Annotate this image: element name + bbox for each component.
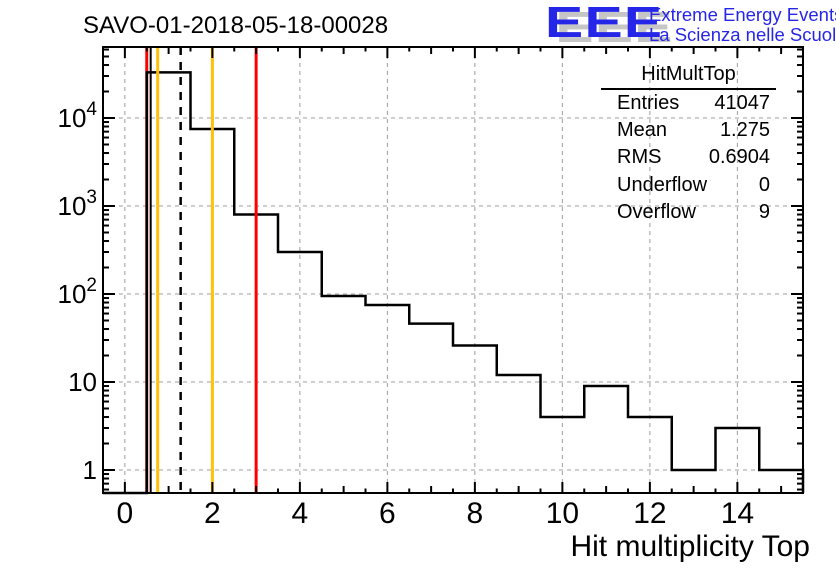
stats-label: Mean <box>617 119 668 142</box>
y-tick-label: 10 <box>68 367 97 397</box>
eee-logo-line2: La Scienza nelle Scuole <box>649 23 836 45</box>
stats-label: Underflow <box>617 173 708 196</box>
x-axis-title: Hit multiplicity Top <box>570 530 810 563</box>
x-tick-label: 0 <box>117 497 134 530</box>
x-tick-label: 6 <box>379 497 396 530</box>
stats-value: 0.6904 <box>708 146 770 169</box>
stats-value: 0 <box>758 173 770 196</box>
eee-logo-line1: Extreme Energy Events <box>649 4 836 25</box>
histogram-step <box>103 71 805 495</box>
stats-row-overflow: Overflow 9 <box>601 199 776 226</box>
x-tick-label: 4 <box>292 497 309 530</box>
x-tick-label: 12 <box>633 497 666 530</box>
eee-logo-caption: Extreme Energy Events La Scienza nelle S… <box>649 5 836 44</box>
stats-label: RMS <box>617 146 662 169</box>
eee-logo-text: EEE <box>545 0 664 47</box>
x-tick-label: 8 <box>467 497 484 530</box>
x-tick-label: 14 <box>721 497 754 530</box>
x-tick-label: 2 <box>204 497 221 530</box>
y-tick-label: 104 <box>58 99 98 133</box>
stats-value: 9 <box>758 200 770 223</box>
stats-row-rms: RMS 0.6904 <box>601 144 776 171</box>
stats-row-mean: Mean 1.275 <box>601 117 776 144</box>
stats-value: 41047 <box>714 92 770 114</box>
y-tick-label: 102 <box>58 275 98 309</box>
stats-label: Overflow <box>617 200 696 223</box>
y-tick-label: 1 <box>83 455 97 485</box>
plot-title: SAVO-01-2018-05-18-00028 <box>83 12 389 39</box>
stats-label: Entries <box>617 92 680 114</box>
eee-logo: EEE <box>545 0 664 47</box>
stats-row-entries: Entries 41047 <box>601 90 776 117</box>
stats-value: 1.275 <box>719 119 770 142</box>
stats-row-underflow: Underflow 0 <box>601 172 776 199</box>
stats-title: HitMultTop <box>601 62 776 90</box>
x-tick-label: 10 <box>546 497 579 530</box>
stats-box: HitMultTop Entries 41047 Mean 1.275 RMS 0.690… <box>601 62 776 226</box>
y-tick-label: 103 <box>58 187 98 221</box>
